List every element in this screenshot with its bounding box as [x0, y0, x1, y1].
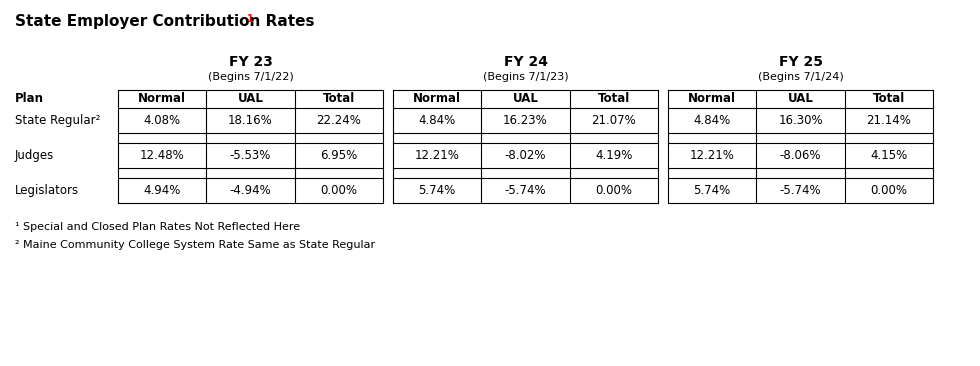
Text: Normal: Normal — [688, 93, 736, 105]
Text: State Regular²: State Regular² — [15, 114, 100, 127]
Text: 1: 1 — [247, 14, 254, 24]
Text: Legislators: Legislators — [15, 184, 79, 197]
Text: 4.84%: 4.84% — [418, 114, 456, 127]
Text: (Begins 7/1/23): (Begins 7/1/23) — [483, 72, 568, 82]
Text: Total: Total — [322, 93, 355, 105]
Text: 0.00%: 0.00% — [870, 184, 907, 197]
Text: Normal: Normal — [414, 93, 462, 105]
Text: -4.94%: -4.94% — [229, 184, 271, 197]
Text: FY 24: FY 24 — [504, 55, 548, 69]
Text: FY 25: FY 25 — [778, 55, 822, 69]
Text: Total: Total — [873, 93, 905, 105]
Text: 6.95%: 6.95% — [320, 149, 358, 162]
Text: UAL: UAL — [788, 93, 813, 105]
Text: -8.06%: -8.06% — [780, 149, 821, 162]
Text: UAL: UAL — [513, 93, 538, 105]
Text: 0.00%: 0.00% — [320, 184, 358, 197]
Text: 18.16%: 18.16% — [228, 114, 272, 127]
Text: 12.48%: 12.48% — [140, 149, 184, 162]
Text: -5.53%: -5.53% — [230, 149, 271, 162]
Text: -8.02%: -8.02% — [505, 149, 546, 162]
Text: 21.14%: 21.14% — [866, 114, 911, 127]
Text: 4.19%: 4.19% — [595, 149, 632, 162]
Text: -5.74%: -5.74% — [780, 184, 821, 197]
Text: 4.15%: 4.15% — [870, 149, 907, 162]
Text: ² Maine Community College System Rate Same as State Regular: ² Maine Community College System Rate Sa… — [15, 240, 375, 250]
Text: UAL: UAL — [237, 93, 264, 105]
Text: Normal: Normal — [138, 93, 186, 105]
Text: 4.84%: 4.84% — [694, 114, 731, 127]
Text: 12.21%: 12.21% — [415, 149, 460, 162]
Text: 4.08%: 4.08% — [144, 114, 180, 127]
Text: 0.00%: 0.00% — [595, 184, 632, 197]
Text: (Begins 7/1/24): (Begins 7/1/24) — [758, 72, 844, 82]
Text: 16.23%: 16.23% — [503, 114, 548, 127]
Text: 12.21%: 12.21% — [690, 149, 735, 162]
Text: 5.74%: 5.74% — [418, 184, 456, 197]
Text: Total: Total — [598, 93, 630, 105]
Text: -5.74%: -5.74% — [505, 184, 546, 197]
Text: 16.30%: 16.30% — [778, 114, 823, 127]
Text: 5.74%: 5.74% — [694, 184, 731, 197]
Text: 22.24%: 22.24% — [317, 114, 362, 127]
Text: Judges: Judges — [15, 149, 54, 162]
Text: Plan: Plan — [15, 93, 44, 105]
Text: State Employer Contribution Rates: State Employer Contribution Rates — [15, 14, 315, 29]
Text: ¹ Special and Closed Plan Rates Not Reflected Here: ¹ Special and Closed Plan Rates Not Refl… — [15, 222, 300, 232]
Text: 21.07%: 21.07% — [592, 114, 636, 127]
Text: 4.94%: 4.94% — [143, 184, 181, 197]
Text: FY 23: FY 23 — [228, 55, 272, 69]
Text: (Begins 7/1/22): (Begins 7/1/22) — [208, 72, 293, 82]
